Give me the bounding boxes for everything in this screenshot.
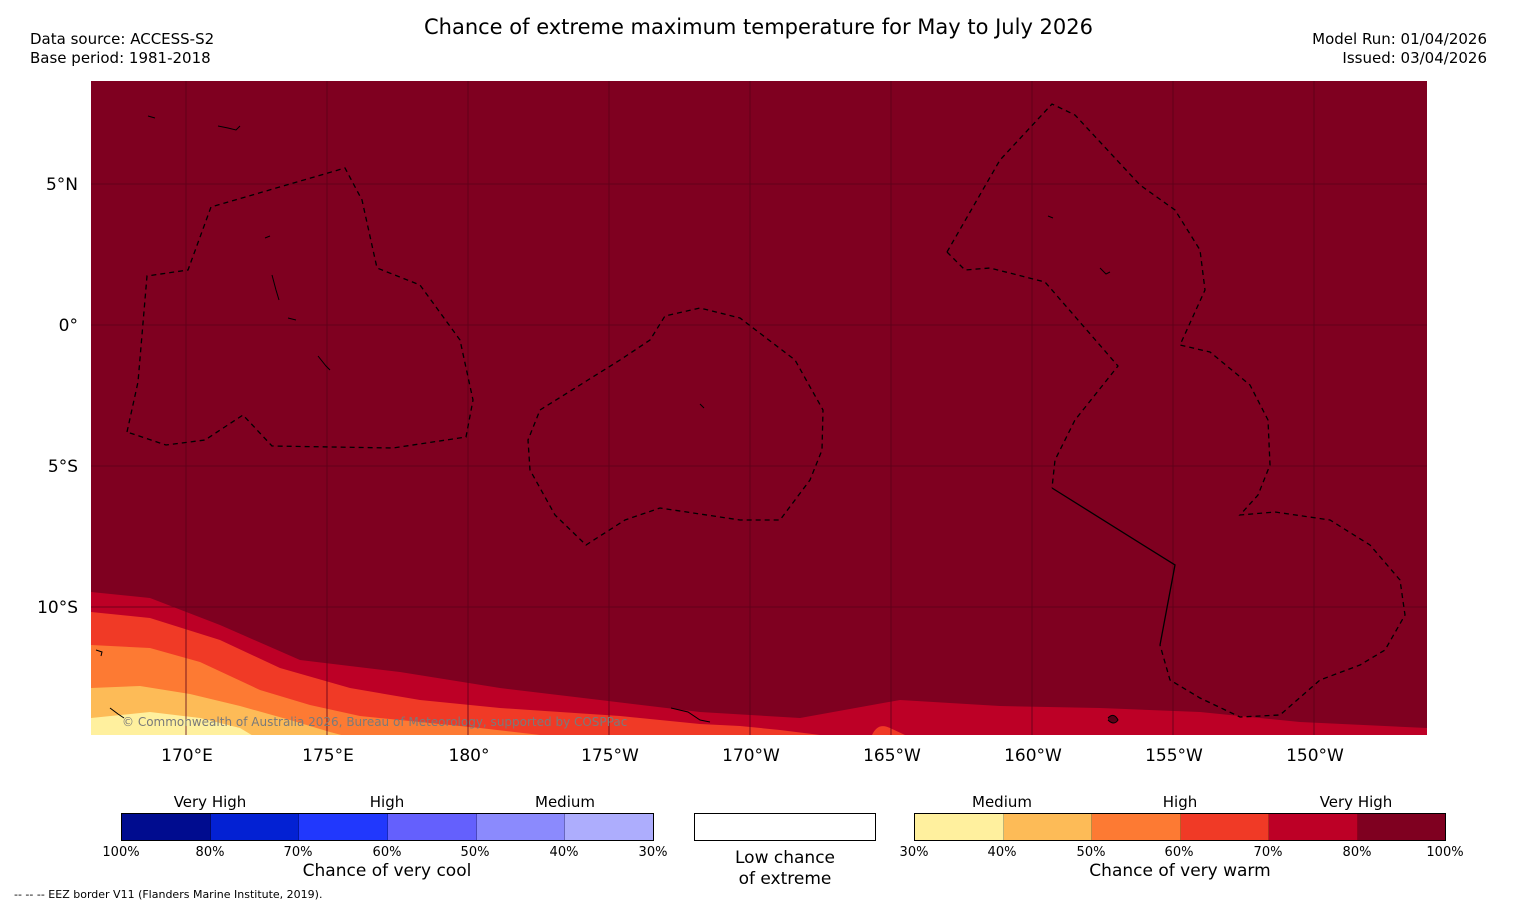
- warm-colorbar: [914, 813, 1446, 841]
- lon-label: 155°W: [1145, 746, 1203, 766]
- base-period-text: Base period: 1981-2018: [30, 49, 211, 67]
- low-chance-swatch: [694, 813, 876, 841]
- island: [147, 115, 156, 119]
- band-30-40: [91, 712, 252, 735]
- cool-colorbar-swatch: [210, 814, 300, 840]
- cool-colorbar-title: Chance of very cool: [302, 861, 472, 881]
- warm-tick-label: 40%: [987, 845, 1017, 860]
- copyright-notice: © Commonwealth of Australia 2026, Bureau…: [122, 715, 628, 729]
- warm-category-label: Very High: [1319, 793, 1393, 811]
- cool-category-label: Very High: [173, 793, 247, 811]
- cool-tick-label: 100%: [102, 845, 140, 860]
- lon-label: 170°E: [161, 746, 213, 766]
- model-run-text: Model Run: 01/04/2026: [1312, 30, 1487, 48]
- run-info: Model Run: 01/04/2026 Issued: 03/04/2026: [1312, 30, 1487, 68]
- cool-tick-label: 80%: [195, 845, 225, 860]
- warm-colorbar-swatch: [915, 814, 1004, 840]
- low-chance-line1: Low chance: [735, 848, 835, 868]
- lon-label: 180°: [448, 746, 490, 766]
- cool-tick-label: 60%: [372, 845, 402, 860]
- map-background: [91, 81, 1427, 735]
- eez-border-kiribati-gilbert: [126, 167, 474, 449]
- island: [317, 355, 331, 371]
- warm-colorbar-swatch: [1357, 814, 1445, 840]
- island: [264, 235, 271, 239]
- source-info: Data source: ACCESS-S2 Base period: 1981…: [30, 30, 214, 68]
- cool-tick-label: 50%: [460, 845, 490, 860]
- cool-category-label: High: [369, 793, 405, 811]
- islands: [95, 115, 1119, 724]
- lon-label: 175°E: [302, 746, 354, 766]
- warm-tick-label: 70%: [1253, 845, 1283, 860]
- band-70-80: [91, 592, 1427, 735]
- eez-footnote: -- -- -- EEZ border V11 (Flanders Marine…: [14, 888, 323, 901]
- warm-colorbar-swatch: [1092, 814, 1181, 840]
- warm-colorbar-title: Chance of very warm: [1089, 861, 1271, 881]
- chart-title: Chance of extreme maximum temperature fo…: [423, 15, 1093, 39]
- lon-label: 175°W: [581, 746, 639, 766]
- low-chance-line2: of extreme: [738, 869, 832, 889]
- island: [217, 125, 241, 131]
- island: [670, 707, 711, 723]
- lon-label: 165°W: [863, 746, 921, 766]
- island: [699, 403, 705, 409]
- cool-tick-label: 30%: [638, 845, 668, 860]
- eez-border-line-islands-east: [946, 103, 1406, 718]
- data-source-text: Data source: ACCESS-S2: [30, 30, 215, 48]
- lon-label: 160°W: [1004, 746, 1062, 766]
- lat-label: 10°S: [37, 598, 78, 618]
- cool-colorbar: [121, 813, 654, 841]
- cool-colorbar-swatch: [476, 814, 566, 840]
- cool-colorbar-swatch: [299, 814, 389, 840]
- cool-colorbar-swatch: [388, 814, 477, 840]
- island: [109, 707, 125, 719]
- cool-tick-label: 40%: [549, 845, 579, 860]
- lat-label: 0°: [58, 316, 78, 336]
- cool-colorbar-swatch: [122, 814, 211, 840]
- island: [1107, 714, 1119, 724]
- issued-text: Issued: 03/04/2026: [1342, 49, 1487, 67]
- eez-borders: [126, 103, 1406, 718]
- lon-label: 150°W: [1286, 746, 1344, 766]
- lat-label: 5°S: [47, 457, 78, 477]
- lat-label: 5°N: [45, 175, 78, 195]
- warm-tick-label: 60%: [1164, 845, 1194, 860]
- warm-colorbar-swatch: [1003, 814, 1092, 840]
- low-chance-label: Low chance of extreme: [694, 848, 876, 890]
- eez-border-tokelau: [527, 307, 824, 546]
- cool-category-label: Medium: [535, 793, 595, 811]
- warm-tick-label: 100%: [1426, 845, 1464, 860]
- eez-border-line-islands: [946, 251, 1119, 489]
- band-spot: [872, 726, 905, 735]
- warm-colorbar-swatch: [1269, 814, 1358, 840]
- island: [95, 649, 103, 657]
- cool-tick-label: 70%: [283, 845, 313, 860]
- warm-category-label: Medium: [972, 793, 1032, 811]
- cool-colorbar-swatch: [565, 814, 654, 840]
- island: [1099, 267, 1111, 275]
- warm-category-label: High: [1162, 793, 1198, 811]
- lon-label: 170°W: [722, 746, 780, 766]
- warm-tick-label: 80%: [1342, 845, 1372, 860]
- island: [287, 317, 297, 321]
- maritime-boundary-line: [1051, 487, 1176, 646]
- warm-tick-label: 30%: [899, 845, 929, 860]
- warm-colorbar-swatch: [1180, 814, 1269, 840]
- graticule: [91, 81, 1427, 735]
- warm-tick-label: 50%: [1076, 845, 1106, 860]
- island: [271, 274, 280, 301]
- island: [1047, 215, 1054, 219]
